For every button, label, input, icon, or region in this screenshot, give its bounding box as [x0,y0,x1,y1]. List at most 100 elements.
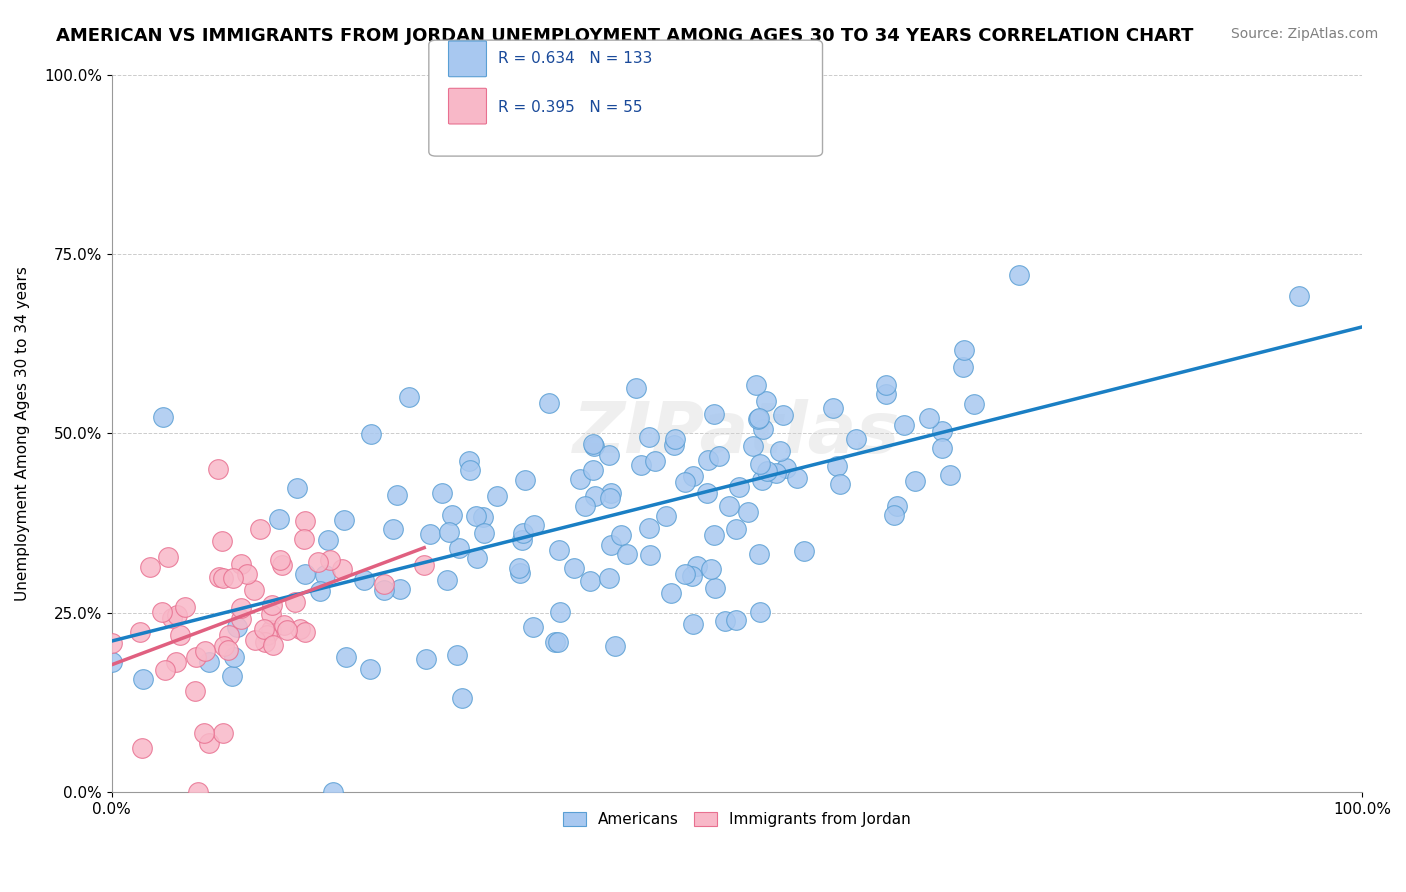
Point [309,584,332,599]
Point [150,605,173,619]
Point [131,741,153,756]
Point [419,526,441,541]
Point [218,627,240,641]
Point [446,648,468,662]
Point [413,558,436,573]
Point [385,488,408,502]
Point [749,605,772,619]
Point [437,525,460,540]
Text: R = 0.395   N = 55: R = 0.395 N = 55 [498,100,643,114]
Point [208,570,231,584]
Point [707,450,730,464]
Text: ZIPatlas: ZIPatlas [574,399,900,467]
Point [373,576,395,591]
Point [222,571,245,585]
Text: AMERICAN VS IMMIGRANTS FROM JORDAN UNEMPLOYMENT AMONG AGES 30 TO 34 YEARS CORREL: AMERICAN VS IMMIGRANTS FROM JORDAN UNEMP… [56,27,1194,45]
Point [256,628,278,642]
Point [273,618,295,632]
Point [152,409,174,424]
Point [564,561,586,575]
Point [464,509,486,524]
Point [129,625,152,640]
Point [294,515,316,529]
Point [963,397,986,411]
Point [703,581,725,595]
Point [284,595,307,609]
Point [485,489,508,503]
Point [786,471,808,485]
Point [725,522,748,536]
Point [271,558,294,573]
Point [638,430,661,444]
Point [187,785,209,799]
Point [166,608,188,623]
Point [353,573,375,587]
Point [751,473,773,487]
Point [616,547,638,561]
Point [194,644,217,658]
Point [752,422,775,436]
Point [235,566,257,581]
Point [673,475,696,490]
Point [447,541,470,556]
Y-axis label: Unemployment Among Ages 30 to 34 years: Unemployment Among Ages 30 to 34 years [15,266,30,600]
Point [755,393,778,408]
Point [703,407,725,421]
Point [579,574,602,589]
Point [696,486,718,500]
Point [610,528,633,542]
Point [465,550,488,565]
Point [747,411,769,425]
Point [654,508,676,523]
Point [335,649,357,664]
Point [939,467,962,482]
Point [748,410,770,425]
Point [775,461,797,475]
Point [512,526,534,541]
Point [100,655,122,669]
Point [508,561,530,575]
Point [307,555,329,569]
Point [285,481,308,495]
Point [728,480,751,494]
Point [156,550,179,565]
Point [288,622,311,636]
Point [886,499,908,513]
Point [249,522,271,536]
Point [432,486,454,500]
Point [512,533,534,548]
Point [1288,289,1310,303]
Point [458,462,481,476]
Point [262,638,284,652]
Point [389,582,412,596]
Point [260,623,283,637]
Point [598,571,620,585]
Point [624,381,647,395]
Point [875,377,897,392]
Point [359,662,381,676]
Point [582,463,605,477]
Point [198,736,221,750]
Point [664,433,686,447]
Point [574,499,596,513]
Point [745,377,768,392]
Point [262,599,284,613]
Point [472,526,495,541]
Legend: Americans, Immigrants from Jordan: Americans, Immigrants from Jordan [555,805,918,835]
Point [686,559,709,574]
Point [294,625,316,640]
Point [875,387,897,401]
Point [599,486,621,500]
Point [662,438,685,452]
Point [718,499,741,513]
Point [640,548,662,562]
Point [436,574,458,588]
Point [165,655,187,669]
Point [825,458,848,473]
Point [903,474,925,488]
Point [769,444,792,458]
Point [212,571,235,585]
Point [714,615,737,629]
Point [221,669,243,683]
Point [548,543,571,558]
